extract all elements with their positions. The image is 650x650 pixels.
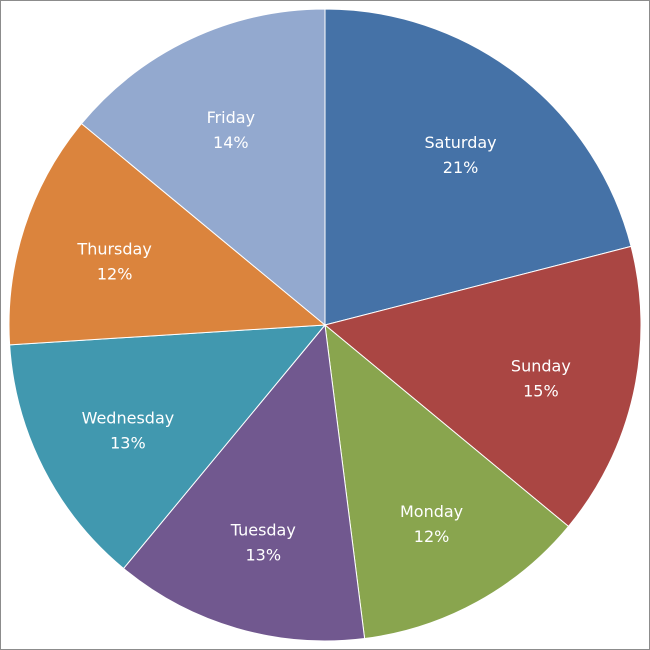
slice-value-wednesday: 13% — [110, 433, 146, 452]
slice-label-monday: Monday — [400, 502, 463, 521]
slice-value-sunday: 15% — [523, 381, 559, 400]
slice-value-thursday: 12% — [97, 265, 133, 284]
slice-value-monday: 12% — [414, 527, 450, 546]
slice-monday — [324, 323, 570, 640]
slice-tuesday — [122, 323, 366, 642]
slice-label-tuesday: Tuesday — [230, 520, 296, 539]
slice-value-friday: 14% — [213, 133, 249, 152]
slice-saturday — [324, 8, 632, 326]
slice-value-saturday: 21% — [443, 158, 479, 177]
slice-wednesday — [9, 324, 327, 570]
slice-sunday — [323, 245, 642, 528]
slice-label-wednesday: Wednesday — [82, 408, 175, 427]
slice-label-friday: Friday — [207, 108, 256, 127]
pie-slices — [8, 8, 642, 642]
slice-label-saturday: Saturday — [425, 133, 497, 152]
slice-friday — [80, 8, 326, 327]
slice-label-sunday: Sunday — [511, 356, 571, 375]
slice-thursday — [8, 122, 327, 346]
slice-label-thursday: Thursday — [76, 240, 151, 259]
pie-labels: Saturday 21% Sunday 15% Monday 12% Tuesday 13% W… — [76, 108, 570, 565]
slice-value-tuesday: 13% — [246, 545, 282, 564]
